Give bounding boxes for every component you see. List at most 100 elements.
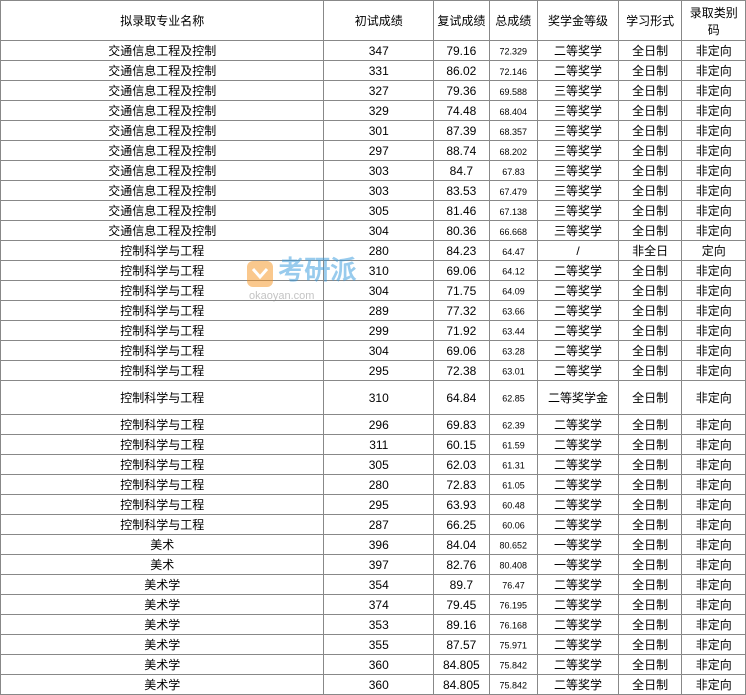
cell-init: 287 [324,515,434,535]
cell-total: 62.85 [489,381,538,415]
cell-study: 全日制 [618,121,682,141]
cell-study: 全日制 [618,475,682,495]
cell-scholar: 二等奖学 [538,281,619,301]
cell-total: 75.971 [489,635,538,655]
cell-total: 61.59 [489,435,538,455]
table-row: 交通信息工程及控制30384.767.83三等奖学全日制非定向 [1,161,746,181]
cell-scholar: 二等奖学 [538,361,619,381]
cell-scholar: 二等奖学 [538,321,619,341]
cell-major: 控制科学与工程 [1,455,324,475]
admission-table: 拟录取专业名称 初试成绩 复试成绩 总成绩 奖学金等级 学习形式 录取类别码 交… [0,0,746,695]
cell-total: 62.39 [489,415,538,435]
cell-admit: 非定向 [682,415,746,435]
cell-admit: 非定向 [682,515,746,535]
cell-scholar: 二等奖学 [538,495,619,515]
cell-admit: 非定向 [682,655,746,675]
cell-scholar: 一等奖学 [538,535,619,555]
cell-init: 304 [324,281,434,301]
cell-init: 289 [324,301,434,321]
cell-retest: 66.25 [434,515,489,535]
cell-total: 75.842 [489,655,538,675]
cell-study: 全日制 [618,515,682,535]
cell-admit: 非定向 [682,61,746,81]
cell-study: 全日制 [618,655,682,675]
table-row: 交通信息工程及控制30480.3666.668三等奖学全日制非定向 [1,221,746,241]
cell-major: 控制科学与工程 [1,261,324,281]
cell-study: 全日制 [618,341,682,361]
cell-init: 295 [324,495,434,515]
cell-retest: 83.53 [434,181,489,201]
cell-scholar: 三等奖学 [538,181,619,201]
cell-study: 全日制 [618,61,682,81]
cell-init: 310 [324,381,434,415]
cell-study: 全日制 [618,261,682,281]
table-row: 交通信息工程及控制30383.5367.479三等奖学全日制非定向 [1,181,746,201]
cell-admit: 非定向 [682,615,746,635]
cell-total: 76.47 [489,575,538,595]
cell-study: 全日制 [618,361,682,381]
cell-study: 全日制 [618,635,682,655]
cell-init: 303 [324,181,434,201]
cell-total: 63.28 [489,341,538,361]
cell-major: 交通信息工程及控制 [1,101,324,121]
cell-retest: 84.04 [434,535,489,555]
table-row: 控制科学与工程31064.8462.85二等奖学金全日制非定向 [1,381,746,415]
table-row: 控制科学与工程31160.1561.59二等奖学全日制非定向 [1,435,746,455]
cell-major: 交通信息工程及控制 [1,141,324,161]
cell-init: 353 [324,615,434,635]
cell-retest: 87.39 [434,121,489,141]
cell-retest: 62.03 [434,455,489,475]
cell-retest: 84.7 [434,161,489,181]
cell-init: 301 [324,121,434,141]
cell-total: 69.588 [489,81,538,101]
table-row: 控制科学与工程30471.7564.09二等奖学全日制非定向 [1,281,746,301]
table-row: 控制科学与工程30562.0361.31二等奖学全日制非定向 [1,455,746,475]
cell-scholar: 二等奖学 [538,595,619,615]
cell-scholar: 二等奖学 [538,675,619,695]
cell-scholar: 二等奖学金 [538,381,619,415]
header-admit: 录取类别码 [682,1,746,41]
cell-admit: 非定向 [682,675,746,695]
cell-major: 控制科学与工程 [1,435,324,455]
cell-init: 295 [324,361,434,381]
cell-major: 交通信息工程及控制 [1,81,324,101]
cell-admit: 非定向 [682,81,746,101]
cell-major: 交通信息工程及控制 [1,201,324,221]
cell-init: 355 [324,635,434,655]
cell-init: 280 [324,475,434,495]
cell-major: 美术 [1,555,324,575]
cell-major: 美术 [1,535,324,555]
table-row: 美术学35587.5775.971二等奖学全日制非定向 [1,635,746,655]
cell-init: 305 [324,201,434,221]
table-row: 控制科学与工程28084.2364.47/非全日定向 [1,241,746,261]
cell-scholar: 三等奖学 [538,101,619,121]
cell-init: 360 [324,655,434,675]
cell-retest: 64.84 [434,381,489,415]
table-row: 控制科学与工程29669.8362.39二等奖学全日制非定向 [1,415,746,435]
table-row: 控制科学与工程29572.3863.01二等奖学全日制非定向 [1,361,746,381]
cell-study: 全日制 [618,221,682,241]
cell-major: 控制科学与工程 [1,495,324,515]
cell-scholar: 二等奖学 [538,455,619,475]
cell-major: 控制科学与工程 [1,515,324,535]
cell-retest: 69.06 [434,261,489,281]
cell-admit: 非定向 [682,101,746,121]
cell-total: 63.66 [489,301,538,321]
cell-major: 美术学 [1,595,324,615]
cell-admit: 非定向 [682,201,746,221]
cell-admit: 非定向 [682,575,746,595]
cell-init: 303 [324,161,434,181]
cell-study: 全日制 [618,455,682,475]
cell-scholar: 三等奖学 [538,221,619,241]
cell-scholar: 二等奖学 [538,635,619,655]
cell-init: 310 [324,261,434,281]
cell-study: 全日制 [618,101,682,121]
cell-total: 80.408 [489,555,538,575]
cell-admit: 非定向 [682,381,746,415]
cell-admit: 非定向 [682,41,746,61]
cell-retest: 63.93 [434,495,489,515]
cell-init: 397 [324,555,434,575]
cell-retest: 86.02 [434,61,489,81]
cell-retest: 89.16 [434,615,489,635]
cell-study: 全日制 [618,301,682,321]
